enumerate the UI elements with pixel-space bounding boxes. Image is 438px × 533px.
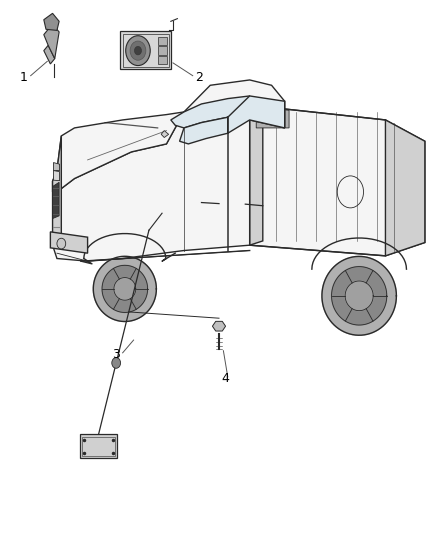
Polygon shape xyxy=(53,171,60,181)
Circle shape xyxy=(126,36,150,66)
Polygon shape xyxy=(212,321,226,331)
Polygon shape xyxy=(345,281,373,311)
Polygon shape xyxy=(256,108,289,128)
Polygon shape xyxy=(250,107,263,245)
Polygon shape xyxy=(180,117,228,144)
FancyBboxPatch shape xyxy=(120,31,171,69)
Polygon shape xyxy=(228,96,285,133)
Text: 4: 4 xyxy=(222,372,230,385)
Polygon shape xyxy=(114,278,136,300)
Polygon shape xyxy=(93,256,156,321)
Circle shape xyxy=(112,358,120,368)
Polygon shape xyxy=(53,136,61,245)
Polygon shape xyxy=(53,163,60,171)
Text: 3: 3 xyxy=(112,348,120,361)
Polygon shape xyxy=(102,265,148,312)
Polygon shape xyxy=(250,107,425,256)
Polygon shape xyxy=(44,45,55,64)
FancyBboxPatch shape xyxy=(158,46,167,55)
Polygon shape xyxy=(161,131,169,138)
Polygon shape xyxy=(50,232,88,253)
Circle shape xyxy=(134,46,141,55)
Text: 2: 2 xyxy=(195,71,203,84)
Polygon shape xyxy=(322,256,396,335)
Circle shape xyxy=(57,238,66,249)
Polygon shape xyxy=(332,266,387,325)
FancyBboxPatch shape xyxy=(158,56,167,64)
Polygon shape xyxy=(44,13,59,30)
Circle shape xyxy=(130,41,146,60)
Text: 1: 1 xyxy=(20,71,28,84)
Polygon shape xyxy=(53,80,285,261)
Polygon shape xyxy=(385,120,425,256)
FancyBboxPatch shape xyxy=(80,434,117,458)
FancyBboxPatch shape xyxy=(158,37,167,45)
Polygon shape xyxy=(171,96,250,128)
Polygon shape xyxy=(53,182,59,219)
Polygon shape xyxy=(53,112,184,192)
Polygon shape xyxy=(44,24,59,59)
